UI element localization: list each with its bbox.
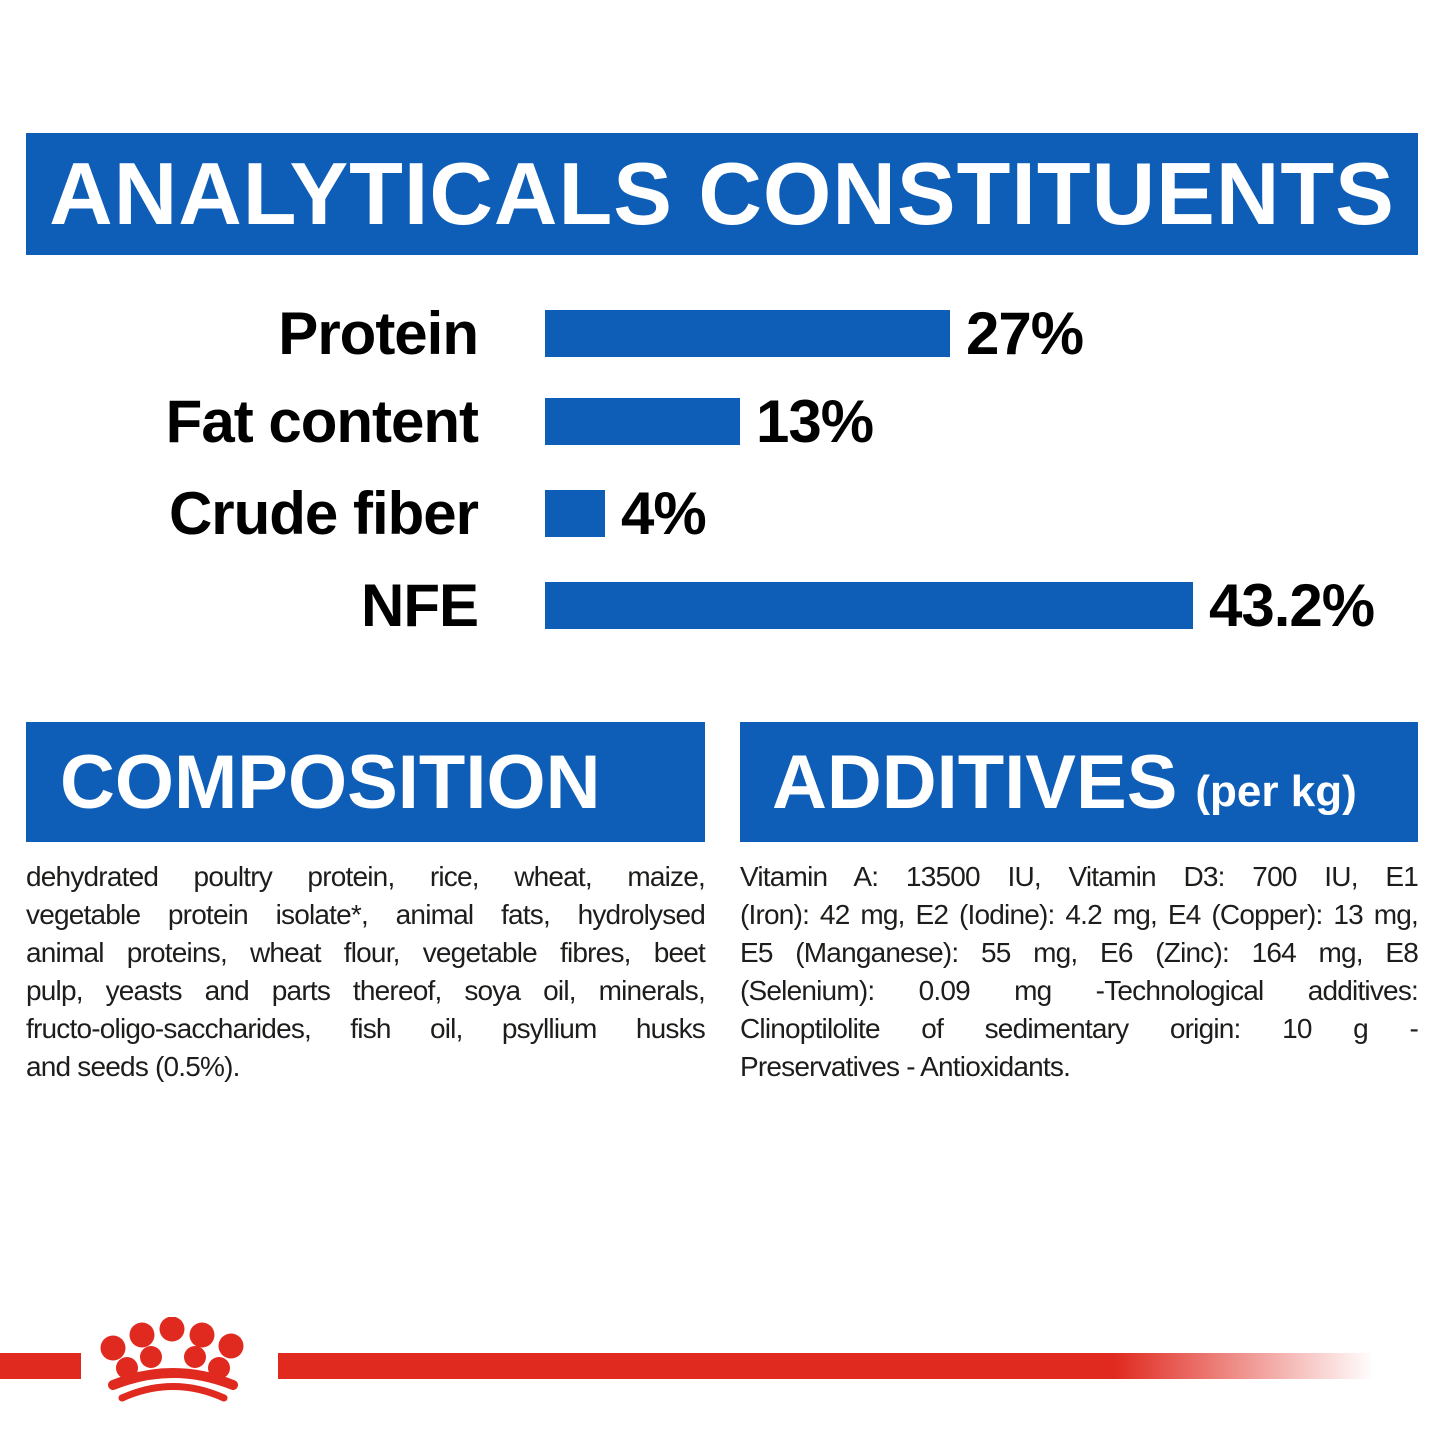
chart-bar bbox=[545, 582, 1193, 629]
chart-category-label: Crude fiber bbox=[168, 480, 479, 547]
chart-value-label: 27% bbox=[966, 300, 1084, 367]
chart-value-label: 4% bbox=[621, 480, 707, 547]
additives-text-line: (Iron): 42 mg, E2 (Iodine): 4.2 mg, E4 (… bbox=[740, 899, 1419, 930]
chart-bar bbox=[545, 310, 950, 357]
additives-title-suffix: (per kg) bbox=[1195, 767, 1357, 816]
composition-header-band: COMPOSITION bbox=[26, 722, 705, 842]
additives-header-band: ADDITIVES (per kg) bbox=[740, 722, 1418, 842]
composition-text-line: dehydrated poultry protein, rice, wheat,… bbox=[26, 861, 706, 892]
composition-text-line: vegetable protein isolate*, animal fats,… bbox=[26, 899, 706, 930]
chart-bar bbox=[545, 398, 740, 445]
brand-stripe-left bbox=[0, 1353, 81, 1379]
additives-text-line: E5 (Manganese): 55 mg, E6 (Zinc): 164 mg… bbox=[740, 937, 1419, 968]
additives-text-line: Preservatives - Antioxidants. bbox=[740, 1051, 1071, 1082]
additives-title: ADDITIVES bbox=[772, 739, 1178, 825]
chart-value-label: 13% bbox=[756, 388, 874, 455]
composition-text-line: animal proteins, wheat flour, vegetable … bbox=[26, 937, 706, 968]
additives-text-line: (Selenium): 0.09 mg -Technological addit… bbox=[740, 975, 1419, 1006]
additives-text-line: Clinoptilolite of sedimentary origin: 10… bbox=[740, 1013, 1419, 1044]
additives-text: Vitamin A: 13500 IU, Vitamin D3: 700 IU,… bbox=[740, 858, 1419, 1086]
analyticals-header-band: ANALYTICALS CONSTITUENTS bbox=[26, 133, 1418, 255]
composition-title: COMPOSITION bbox=[60, 739, 601, 825]
chart-bar bbox=[545, 490, 605, 537]
chart-row-nfe: NFE 43.2% bbox=[26, 572, 1375, 639]
analyticals-title: ANALYTICALS CONSTITUENTS bbox=[49, 144, 1395, 243]
composition-text: dehydrated poultry protein, rice, wheat,… bbox=[26, 858, 706, 1086]
chart-row-fat-content: Fat content 13% bbox=[26, 388, 874, 455]
chart-row-protein: Protein 27% bbox=[26, 300, 1084, 367]
composition-text-line: fructo-oligo-saccharides, fish oil, psyl… bbox=[26, 1013, 706, 1044]
brand-stripe-right bbox=[278, 1353, 1408, 1379]
chart-category-label: NFE bbox=[361, 572, 479, 639]
composition-text-line: pulp, yeasts and parts thereof, soya oil… bbox=[26, 975, 706, 1006]
chart-row-crude-fiber: Crude fiber 4% bbox=[26, 480, 707, 547]
composition-text-line: and seeds (0.5%). bbox=[26, 1051, 240, 1082]
royal-canin-crown-icon bbox=[100, 1317, 244, 1402]
additives-text-line: Vitamin A: 13500 IU, Vitamin D3: 700 IU,… bbox=[740, 861, 1419, 892]
chart-category-label: Protein bbox=[278, 300, 479, 367]
chart-value-label: 43.2% bbox=[1209, 572, 1375, 639]
chart-category-label: Fat content bbox=[165, 388, 479, 455]
